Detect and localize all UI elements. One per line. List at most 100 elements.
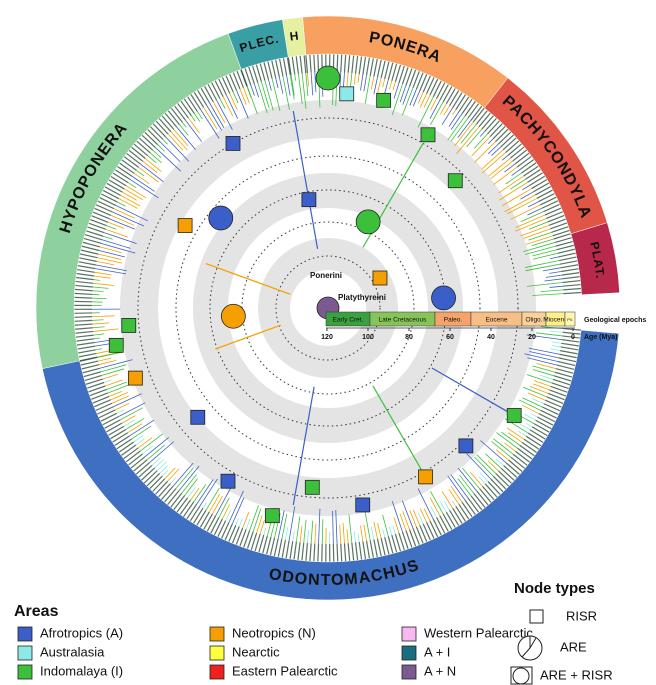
- tip: [180, 100, 192, 116]
- tip: [495, 473, 510, 487]
- branch: [181, 474, 197, 494]
- tip: [269, 537, 276, 556]
- tip: [164, 112, 178, 128]
- branch: [221, 504, 230, 520]
- branch: [533, 380, 551, 387]
- epoch-label: Pli.: [567, 317, 573, 322]
- tip: [439, 515, 449, 532]
- branch: [505, 172, 522, 185]
- branch: [92, 326, 105, 329]
- tip: [351, 542, 355, 561]
- epoch-label: Late Cretaceous: [379, 317, 427, 324]
- branch: [377, 523, 382, 539]
- tip: [517, 447, 533, 460]
- node-pie: [431, 285, 456, 311]
- branch: [112, 211, 145, 227]
- branch: [532, 369, 555, 377]
- tip: [529, 429, 546, 440]
- tip: [84, 374, 103, 382]
- tip: [354, 542, 359, 561]
- tip: [106, 182, 123, 193]
- branch: [182, 122, 187, 128]
- tip: [422, 523, 432, 541]
- tip: [200, 87, 211, 104]
- tip: [561, 272, 580, 276]
- tip: [497, 131, 512, 145]
- branch: [235, 518, 239, 526]
- tip: [105, 422, 123, 433]
- tick-label: 60: [446, 334, 454, 341]
- tip: [336, 543, 339, 562]
- branch: [225, 509, 232, 521]
- branch: [125, 185, 147, 199]
- tip: [553, 233, 572, 240]
- tip: [152, 123, 166, 138]
- tip: [186, 96, 198, 112]
- tip: [546, 396, 564, 405]
- tip: [442, 513, 453, 531]
- branch: [399, 85, 407, 103]
- node-square: [376, 92, 392, 108]
- tip: [97, 200, 115, 210]
- tip: [343, 543, 347, 562]
- branch: [402, 86, 410, 105]
- tip: [529, 175, 546, 186]
- tip: [405, 68, 413, 86]
- tip: [563, 287, 582, 291]
- branch: [285, 526, 289, 541]
- tip: [147, 128, 161, 143]
- tip: [277, 539, 283, 558]
- branch: [218, 497, 230, 518]
- tip: [313, 543, 316, 562]
- branch: [165, 136, 190, 162]
- branch: [504, 442, 516, 452]
- branch: [97, 257, 123, 264]
- branch: [149, 152, 162, 164]
- tip: [548, 218, 567, 226]
- tip: [88, 385, 106, 393]
- tip: [309, 543, 312, 562]
- tip: [224, 523, 233, 541]
- tip: [265, 536, 272, 555]
- branch: [392, 525, 396, 535]
- branch: [452, 500, 457, 507]
- branch: [99, 359, 133, 369]
- tip: [533, 422, 550, 433]
- tip: [82, 241, 101, 248]
- tip: [149, 475, 163, 490]
- branch: [314, 72, 317, 93]
- tip: [94, 207, 112, 216]
- risr-symbol: [529, 609, 544, 624]
- branch: [488, 157, 511, 177]
- branch: [246, 86, 252, 98]
- epoch-label: Paleo.: [444, 317, 463, 324]
- tip: [380, 537, 386, 556]
- tip: [505, 140, 520, 154]
- tip: [84, 234, 103, 241]
- branch: [142, 445, 154, 455]
- tip: [533, 182, 550, 193]
- branch: [310, 72, 314, 96]
- node-type-label: ARE: [560, 639, 587, 654]
- branch: [462, 467, 481, 490]
- branch: [441, 107, 454, 125]
- branch: [118, 198, 138, 209]
- branch: [133, 435, 144, 443]
- branch: [488, 138, 494, 144]
- branch: [173, 129, 189, 147]
- tip: [551, 225, 569, 233]
- tip: [74, 316, 93, 318]
- tip: [429, 520, 439, 538]
- branch: [232, 91, 239, 104]
- tip: [538, 413, 556, 423]
- tip: [525, 435, 542, 447]
- branch: [115, 204, 148, 222]
- branch: [528, 347, 560, 355]
- node-square: [339, 86, 355, 102]
- branch: [527, 392, 546, 401]
- time-scale: Early Cret. Late Cretaceous Paleo. Eocene Ol…: [321, 311, 646, 341]
- tip: [229, 73, 238, 91]
- branch: [531, 238, 554, 247]
- tip: [510, 456, 526, 470]
- tip: [503, 465, 518, 479]
